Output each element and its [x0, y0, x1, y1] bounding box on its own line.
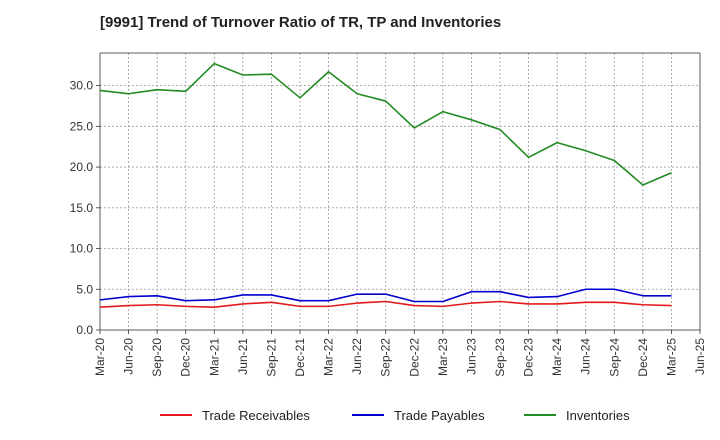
x-tick-label: Mar-21	[207, 338, 221, 376]
x-tick-label: Jun-21	[236, 338, 250, 375]
x-tick-label: Dec-20	[179, 338, 193, 377]
x-tick-label: Mar-25	[664, 338, 678, 376]
x-tick-label: Dec-21	[293, 338, 307, 377]
legend-swatch-inventories	[524, 414, 556, 416]
x-tick-label: Mar-20	[93, 338, 107, 376]
x-tick-label: Mar-23	[436, 338, 450, 376]
y-tick-label: 25.0	[70, 119, 94, 133]
x-tick-label: Mar-22	[322, 338, 336, 376]
x-tick-label: Dec-24	[636, 338, 650, 377]
legend-label-trade-payables: Trade Payables	[394, 407, 485, 423]
legend-label-trade-receivables: Trade Receivables	[202, 407, 310, 423]
x-tick-label: Sep-22	[379, 338, 393, 377]
x-tick-label: Jun-23	[464, 338, 478, 375]
x-tick-label: Sep-21	[264, 338, 278, 377]
legend-item-trade-receivables: Trade Receivables	[160, 404, 310, 426]
x-tick-label: Sep-20	[150, 338, 164, 377]
series-layer	[99, 62, 672, 308]
grid-layer	[100, 53, 700, 330]
x-tick-label: Dec-22	[407, 338, 421, 377]
plot-area-frame	[99, 52, 701, 331]
series-line-trade-receivables	[99, 300, 672, 308]
axis-layer: 0.0 5.0 10.0 15.0 20.0 25.0 30.0 Mar-20 Jun-20 Se…	[70, 79, 707, 377]
legend-label-inventories: Inventories	[566, 407, 630, 423]
series-line-trade-payables	[99, 288, 672, 303]
y-tick-label: 10.0	[70, 242, 94, 256]
x-tick-label: Jun-25	[693, 338, 707, 375]
x-tick-label: Mar-24	[550, 338, 564, 376]
x-tick-label: Jun-20	[122, 338, 136, 375]
chart-title: [9991] Trend of Turnover Ratio of TR, TP…	[100, 14, 502, 31]
chart-legend: Trade Receivables Trade Payables Invento…	[0, 404, 720, 426]
series-line-inventories	[99, 62, 672, 186]
x-tick-label: Dec-23	[522, 338, 536, 377]
y-tick-label: 30.0	[70, 79, 94, 93]
x-tick-label: Jun-24	[579, 338, 593, 375]
x-tick-label: Sep-24	[607, 338, 621, 377]
x-tick-label: Jun-22	[350, 338, 364, 375]
legend-swatch-trade-receivables	[160, 414, 192, 416]
y-tick-label: 15.0	[70, 201, 94, 215]
y-tick-label: 20.0	[70, 160, 94, 174]
legend-item-inventories: Inventories	[524, 404, 630, 426]
y-tick-label: 5.0	[76, 282, 93, 296]
legend-swatch-trade-payables	[352, 414, 384, 416]
y-tick-label: 0.0	[76, 323, 93, 337]
x-tick-label: Sep-23	[493, 338, 507, 377]
legend-item-trade-payables: Trade Payables	[352, 404, 485, 426]
